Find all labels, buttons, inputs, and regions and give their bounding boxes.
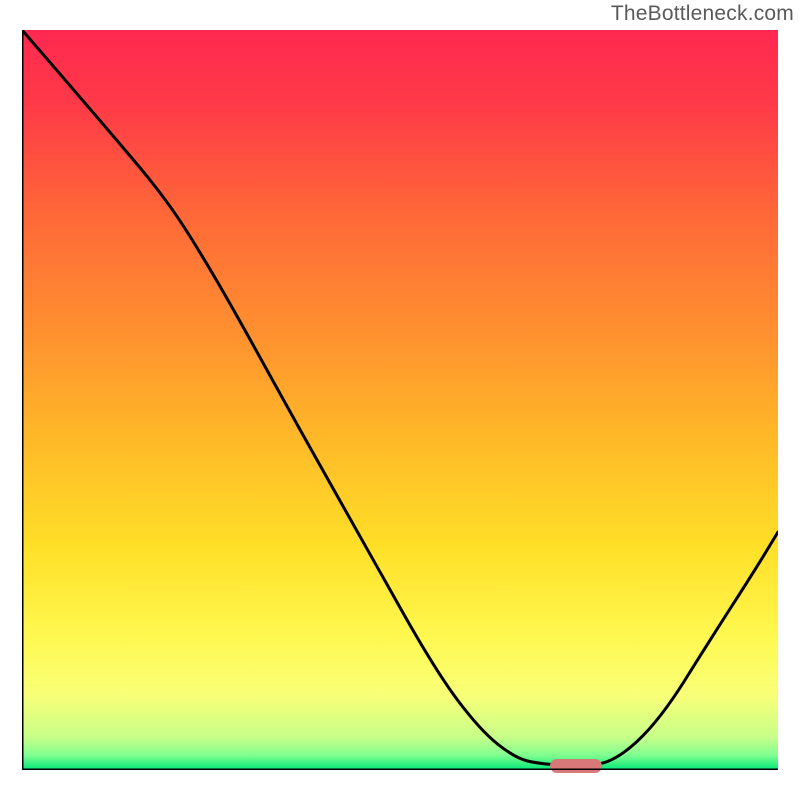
chart-frame <box>22 30 778 770</box>
watermark-text: TheBottleneck.com <box>611 2 794 26</box>
